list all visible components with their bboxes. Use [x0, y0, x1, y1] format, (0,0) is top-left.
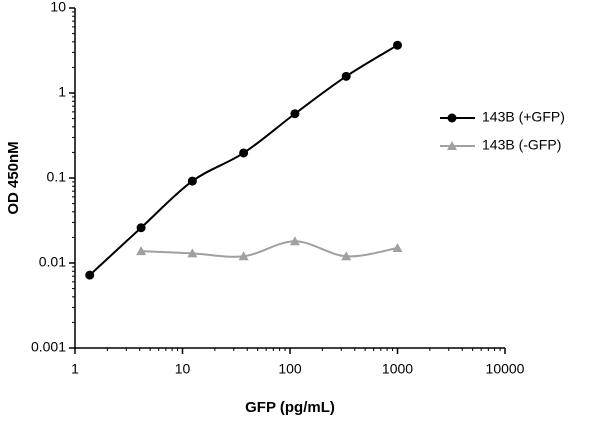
x-axis-title: GFP (pg/mL)	[245, 399, 335, 416]
marker	[393, 40, 402, 50]
marker	[341, 71, 351, 81]
x-tick-label: 1	[71, 361, 79, 377]
marker	[447, 113, 457, 123]
marker	[341, 251, 352, 261]
y-tick-label: 0.1	[47, 169, 67, 185]
marker	[290, 109, 300, 119]
marker	[238, 251, 249, 261]
marker	[85, 270, 95, 280]
y-tick-label: 0.001	[31, 339, 66, 355]
series-line	[141, 240, 398, 258]
marker	[392, 243, 403, 253]
y-tick-label: 0.01	[39, 254, 66, 270]
marker	[289, 236, 300, 246]
y-tick-label: 10	[50, 0, 66, 15]
x-tick-label: 100	[278, 361, 302, 377]
x-tick-label: 1000	[382, 361, 413, 377]
y-tick-label: 1	[58, 84, 66, 100]
x-tick-label: 10	[175, 361, 191, 377]
y-axis-title: OD 450nM	[5, 141, 22, 214]
marker	[447, 141, 457, 150]
marker	[136, 223, 146, 233]
legend-label: 143B (-GFP)	[482, 137, 561, 153]
marker	[136, 246, 147, 256]
marker	[239, 148, 249, 158]
series-line	[89, 44, 399, 276]
legend-label: 143B (+GFP)	[482, 109, 565, 125]
marker	[187, 248, 198, 258]
x-tick-label: 10000	[486, 361, 525, 377]
marker	[187, 176, 197, 186]
